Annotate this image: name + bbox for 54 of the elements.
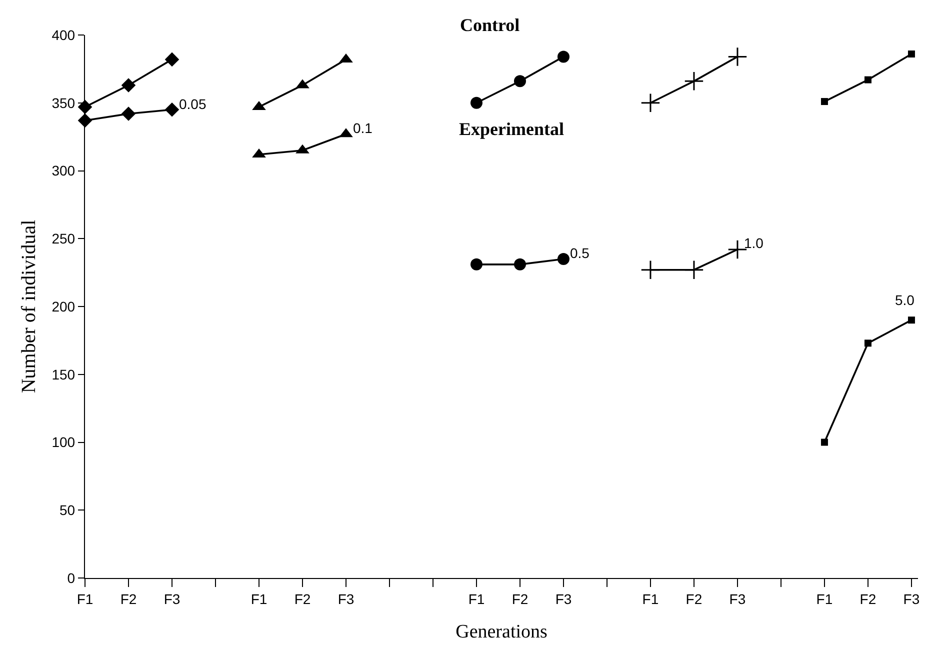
point — [557, 252, 570, 265]
x-tick-label: F1 — [816, 590, 833, 607]
x-tick-label: F3 — [338, 590, 354, 607]
x-tick-label: F3 — [729, 590, 746, 607]
series-label: 0.5 — [570, 245, 590, 261]
x-tick-label: F3 — [903, 590, 920, 607]
point — [514, 258, 526, 270]
y-tick-label: 350 — [52, 94, 76, 111]
point — [684, 71, 704, 92]
y-tick-label: 0 — [67, 570, 76, 586]
x-tick-label: F1 — [250, 590, 268, 607]
x-tick-label: F2 — [294, 590, 311, 607]
y-tick-label: 150 — [52, 366, 76, 382]
point — [640, 260, 660, 280]
point — [820, 438, 828, 446]
series-label: 0.05 — [179, 96, 206, 112]
point — [728, 46, 748, 67]
point — [557, 50, 570, 63]
series-label: 1.0 — [744, 235, 764, 251]
y-tick-label: 50 — [60, 502, 76, 518]
text: Control — [460, 15, 520, 35]
point — [864, 76, 872, 84]
x-tick-label: F2 — [860, 590, 876, 607]
x-tick-label: F2 — [512, 590, 528, 607]
x-tick-label: F1 — [76, 590, 94, 607]
x-tick-label: F1 — [642, 590, 659, 607]
point — [514, 75, 526, 88]
point — [684, 260, 704, 280]
x-tick-label: F3 — [164, 590, 180, 607]
y-tick-label: 250 — [52, 230, 76, 247]
point — [121, 78, 136, 92]
y-tick-label: 100 — [52, 434, 76, 450]
y-tick-label: 400 — [52, 26, 76, 43]
point — [164, 52, 180, 67]
y-axis-title: Number of individual — [18, 219, 40, 394]
point — [908, 50, 915, 58]
point — [470, 96, 482, 109]
point — [820, 98, 828, 106]
x-tick-label: F2 — [120, 590, 137, 607]
annotation: Experimental — [459, 119, 564, 139]
point — [470, 258, 482, 270]
point — [121, 106, 136, 121]
series-label: 0.1 — [353, 120, 373, 136]
y-tick-label: 300 — [52, 162, 76, 179]
point — [164, 102, 180, 117]
x-tick-label: F3 — [555, 590, 572, 607]
series-label: 5.0 — [895, 292, 915, 308]
x-axis-title: Generations — [456, 622, 548, 643]
x-tick-label: F2 — [686, 590, 702, 607]
point — [640, 93, 660, 113]
point — [908, 316, 915, 324]
x-tick-label: F1 — [468, 590, 485, 607]
point — [864, 340, 872, 347]
y-tick-label: 200 — [52, 298, 76, 314]
